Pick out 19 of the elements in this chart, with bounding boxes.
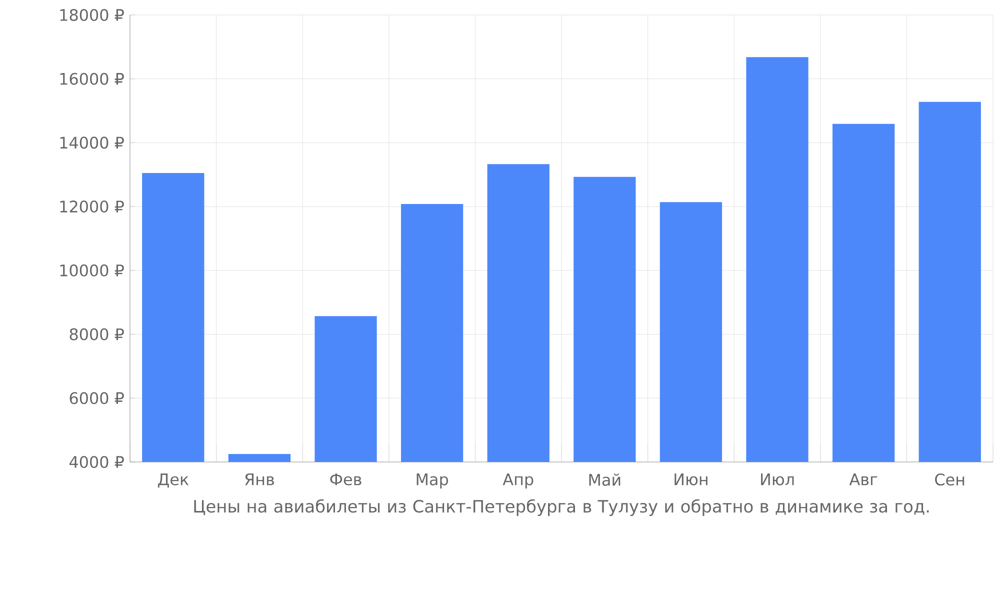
x-tick-label: Янв — [245, 474, 274, 486]
y-tick-label: 6000 ₽ — [70, 392, 124, 404]
x-tick-label: Дек — [158, 474, 189, 488]
x-tick-label: Июн — [674, 474, 708, 486]
y-tick-label: 10000 ₽ — [60, 264, 124, 276]
y-tick-label: 12000 ₽ — [60, 200, 124, 213]
x-tick-label: Июл — [761, 474, 794, 486]
x-tick-label: Сен — [935, 474, 964, 486]
x-tick-label: Авг — [849, 474, 878, 486]
x-tick-label: Фев — [330, 474, 362, 486]
y-tick-label: 4000 ₽ — [69, 456, 124, 468]
y-tick-label: 16000 ₽ — [60, 72, 124, 85]
y-tick-label: 14000 ₽ — [60, 136, 124, 149]
y-tick-label: 8000 ₽ — [70, 328, 124, 340]
x-axis-title: Цены на авиабилеты из Санкт-Петербурга в Тулузу и обратно в динамике за год. — [194, 499, 929, 516]
y-tick-label: 18000 ₽ — [60, 8, 124, 22]
x-tick-label: Апр — [502, 474, 534, 488]
x-tick-label: Мар — [416, 474, 448, 488]
x-tick-label: Май — [589, 474, 620, 486]
